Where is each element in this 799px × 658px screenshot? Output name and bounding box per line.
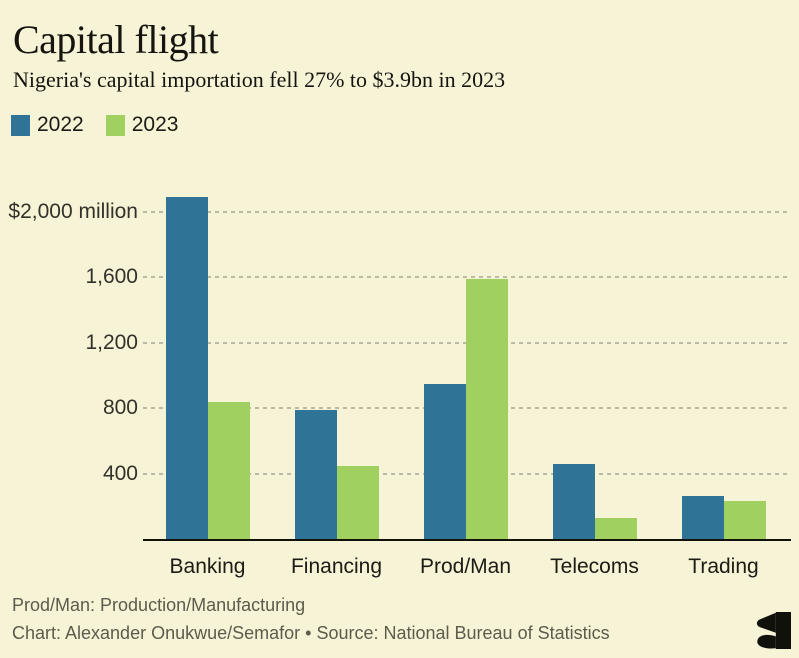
category-label-financing: Financing (290, 555, 383, 578)
gridline-1600 (143, 276, 788, 279)
x-axis-line (143, 539, 791, 541)
y-tick-label-2000: $2,000 million (8, 200, 138, 223)
semafor-logo-icon (754, 612, 791, 649)
footnote: Prod/Man: Production/Manufacturing (12, 595, 306, 615)
legend-item-2023: 2023 (105, 113, 179, 137)
y-tick-label-1200: 1,200 (85, 330, 138, 354)
bar-banking-2022 (165, 197, 208, 539)
legend-label-2023: 2023 (131, 113, 179, 136)
bar-financing-2023 (336, 466, 379, 539)
y-tick-label-800: 800 (102, 396, 138, 420)
y-tick-label-1600: 1,600 (85, 265, 138, 289)
legend-label-2022: 2022 (37, 113, 84, 136)
legend-swatch-2022-icon (11, 114, 30, 136)
bar-prod-man-2023 (465, 279, 508, 539)
legend: 2022 2023 (11, 113, 178, 137)
category-label-banking: Banking (169, 555, 246, 578)
bar-telecoms-2022 (552, 463, 595, 539)
category-label-prod-man: Prod/Man (419, 555, 512, 578)
bar-trading-2022 (681, 495, 724, 539)
bar-financing-2022 (294, 409, 337, 539)
legend-swatch-2023-icon (105, 114, 125, 136)
bar-prod-man-2022 (423, 384, 466, 539)
category-label-telecoms: Telecoms (550, 555, 639, 578)
credit-line: Chart: Alexander Onukwue/Semafor • Sourc… (12, 623, 610, 643)
bar-telecoms-2023 (594, 517, 637, 539)
category-label-trading: Trading (688, 555, 759, 578)
chart-subtitle: Nigeria's capital importation fell 27% t… (13, 67, 506, 92)
legend-item-2022: 2022 (11, 113, 84, 137)
page-title: Capital flight (13, 17, 219, 62)
bar-banking-2023 (207, 402, 250, 539)
gridline-2000 (143, 211, 788, 213)
bar-trading-2023 (723, 500, 766, 539)
y-tick-label-400: 400 (102, 461, 138, 485)
